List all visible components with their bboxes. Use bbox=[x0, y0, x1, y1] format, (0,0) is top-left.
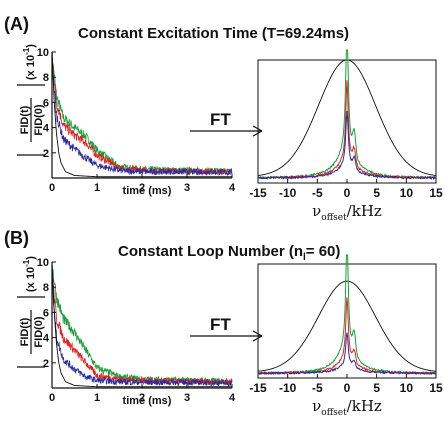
x-tick-label: 2 bbox=[139, 392, 145, 404]
ylabel-fid-t: FID(t) bbox=[19, 105, 31, 134]
x-tick-label: 0 bbox=[344, 381, 351, 395]
x-tick-label: -15 bbox=[249, 186, 267, 200]
ylabel-fid-t: FID(t) bbox=[19, 317, 31, 346]
x-tick-label: -10 bbox=[279, 186, 297, 200]
x-tick-label: 5 bbox=[373, 381, 380, 395]
series-blue bbox=[257, 110, 437, 181]
x-tick-label: 2 bbox=[139, 182, 145, 194]
y-tick-label: 2 bbox=[43, 148, 49, 160]
ft-label-b: FT bbox=[210, 315, 231, 334]
x-tick-label: 3 bbox=[184, 392, 190, 404]
panel-title-b: Constant Loop Number (nl= 60) bbox=[118, 243, 340, 263]
x-tick-label: 4 bbox=[229, 392, 236, 404]
x-tick-label: -15 bbox=[249, 381, 267, 395]
x-tick-label: 0 bbox=[49, 392, 55, 404]
ylabel-b: FID(t) FID(0) (x 10-1) bbox=[17, 256, 45, 368]
x-tick-label: 10 bbox=[400, 381, 414, 395]
ylabel-scale: (x 10-1) bbox=[22, 44, 37, 80]
x-axis-label: time (ms) bbox=[123, 185, 172, 197]
series-blue bbox=[51, 279, 233, 387]
y-tick-label: 4 bbox=[43, 333, 50, 345]
series-green bbox=[51, 51, 233, 176]
series-red bbox=[51, 55, 233, 176]
series-black bbox=[51, 51, 232, 178]
series-blue bbox=[257, 332, 437, 376]
series-black bbox=[257, 280, 437, 372]
series-red bbox=[51, 270, 233, 386]
x-axis-label: time (ms) bbox=[123, 395, 172, 407]
x-tick-label: 4 bbox=[229, 182, 236, 194]
plots: 0 1 2 3 4 2 4 6 8 10 time (ms) 0 1 2 3 4 2 4 6 8 10 time (ms)… bbox=[37, 47, 443, 418]
x-tick-label: -5 bbox=[312, 381, 323, 395]
freq-plot-b: -15 -10 -5 0 5 10 15 νoffset/kHz bbox=[249, 254, 443, 418]
x-tick-label: -10 bbox=[279, 381, 297, 395]
y-tick-label: 6 bbox=[43, 307, 49, 319]
series-black bbox=[51, 261, 232, 388]
freq-plot-a: -15 -10 -5 0 5 10 15 νoffset/kHz bbox=[249, 49, 443, 223]
x-axis-label: νoffset/kHz bbox=[312, 397, 382, 418]
series-green bbox=[257, 254, 437, 375]
y-tick-label: 10 bbox=[37, 47, 49, 59]
series-green bbox=[51, 263, 233, 386]
y-tick-label: 4 bbox=[43, 123, 50, 135]
ylabel-fid-0: FID(0) bbox=[33, 104, 45, 136]
time-plot-a: 0 1 2 3 4 2 4 6 8 10 time (ms) bbox=[37, 47, 236, 197]
panel-title-a: Constant Excitation Time (T=69.24ms) bbox=[78, 25, 349, 42]
panel-label-a: (A) bbox=[4, 14, 29, 34]
y-tick-label: 8 bbox=[43, 282, 49, 294]
series-blue bbox=[51, 55, 233, 177]
x-tick-label: 0 bbox=[49, 182, 55, 194]
x-tick-label: 3 bbox=[184, 182, 190, 194]
x-axis-label: νoffset/kHz bbox=[312, 202, 382, 223]
ylabel-fid-0: FID(0) bbox=[33, 316, 45, 348]
ylabel-a: FID(t) FID(0) (x 10-1) bbox=[17, 44, 45, 156]
y-tick-label: 6 bbox=[43, 97, 49, 109]
x-tick-label: 15 bbox=[429, 186, 443, 200]
x-tick-label: 10 bbox=[400, 186, 414, 200]
x-tick-label: -5 bbox=[312, 186, 323, 200]
x-tick-label: 15 bbox=[429, 381, 443, 395]
y-tick-label: 2 bbox=[43, 358, 49, 370]
series-red bbox=[257, 80, 437, 180]
x-tick-label: 1 bbox=[94, 182, 100, 194]
ylabel-scale: (x 10-1) bbox=[22, 256, 37, 292]
y-tick-label: 10 bbox=[37, 257, 49, 269]
series-black bbox=[257, 59, 437, 176]
panel-label-b: (B) bbox=[4, 228, 29, 248]
x-tick-label: 5 bbox=[373, 186, 380, 200]
y-tick-label: 8 bbox=[43, 72, 49, 84]
ft-label-a: FT bbox=[210, 110, 231, 129]
x-tick-label: 0 bbox=[344, 186, 351, 200]
time-plot-b: 0 1 2 3 4 2 4 6 8 10 time (ms) bbox=[37, 257, 236, 407]
x-tick-label: 1 bbox=[94, 392, 100, 404]
